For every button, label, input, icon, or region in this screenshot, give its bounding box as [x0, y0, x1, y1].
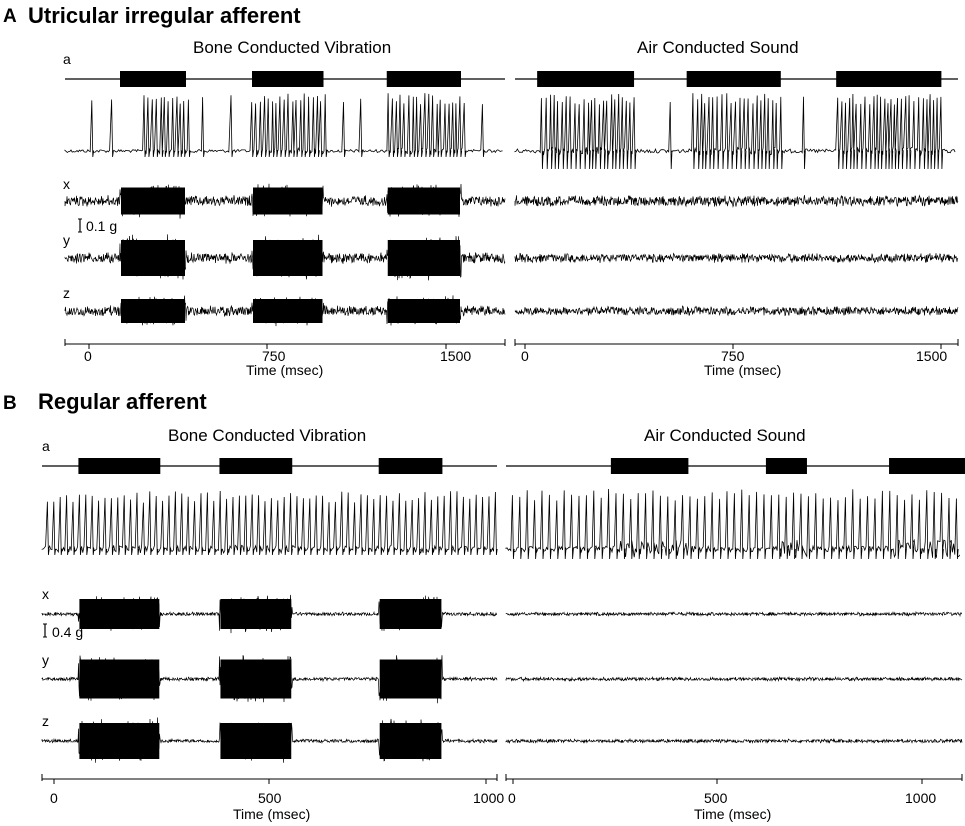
panel-a-left-stimulus-stimulus-bar-3 — [386, 71, 461, 87]
panel-b-right-stimulus-stimulus-bar-1 — [610, 458, 689, 474]
panel-b-row-label-a: a — [42, 438, 50, 454]
panel-b-left-z-trace-burst-2 — [220, 723, 292, 759]
panel-b-right-xlabel: Time (msec) — [694, 806, 772, 822]
panel-b-left-x-trace-burst-2 — [220, 599, 292, 629]
panel-a-left-stimulus-stimulus-bar-1 — [120, 71, 186, 87]
panel-a-left-z-trace-burst-2 — [253, 299, 323, 323]
panel-b-right-x-trace — [505, 610, 962, 618]
panel-a-title: Utricular irregular afferent — [28, 3, 301, 28]
panel-a-left-x-trace-burst-1 — [121, 187, 185, 215]
panel-b-left-z-trace-burst-3 — [379, 723, 442, 759]
panel-b-right-y-trace — [505, 675, 963, 683]
panel-a-right-tick-0: 0 — [521, 348, 529, 364]
panel-b-left-stimulus-stimulus-bar-3 — [378, 458, 443, 474]
panel-a-left-x-trace-burst-3 — [387, 187, 460, 215]
panel-a-right-y-trace — [514, 252, 959, 264]
panel-b-left-y-trace-burst-3 — [379, 659, 442, 699]
panel-b-right-tick-1000: 1000 — [905, 790, 937, 806]
panel-a-left-stimulus-stimulus-bar-2 — [252, 71, 324, 87]
panel-b-left-tick-1000: 1000 — [473, 790, 505, 806]
panel-b-right-stimulus-stimulus-bar-2 — [765, 458, 807, 474]
panel-b-row-label-y: y — [42, 652, 49, 668]
panel-b-left-stimulus-stimulus-bar-1 — [78, 458, 161, 474]
panel-a-row-label-a: a — [63, 51, 71, 67]
panel-b-letter: B — [3, 393, 17, 414]
panel-a-right-z-trace — [514, 305, 959, 317]
panel-b-left-title: Bone Conducted Vibration — [168, 426, 367, 445]
panel-a-right-x-trace — [514, 194, 959, 208]
panel-a-right-tick-1500: 1500 — [916, 348, 948, 364]
panel-a-right-tick-750: 750 — [721, 348, 745, 364]
panel-b-left-tick-500: 500 — [258, 790, 282, 806]
panel-a-right-stimulus-stimulus-bar-1 — [537, 71, 635, 87]
panel-a-letter: A — [3, 6, 17, 27]
panel-a-left-tick-1500: 1500 — [440, 348, 472, 364]
panel-b-title: Regular afferent — [38, 389, 207, 414]
panel-b-right-stimulus-stimulus-bar-3 — [889, 458, 965, 474]
panel-a-scale-label: 0.1 g — [86, 218, 118, 234]
panel-a-right-title: Air Conducted Sound — [637, 38, 799, 57]
panel-b-left-y-trace-burst-2 — [220, 659, 292, 699]
panel-a-row-label-x: x — [63, 176, 70, 192]
panel-b-row-label-z: z — [42, 713, 49, 729]
panel-a-left-y-trace-burst-1 — [121, 240, 185, 276]
panel-a-left-xlabel: Time (msec) — [246, 362, 324, 378]
panel-b-right-tick-500: 500 — [704, 790, 728, 806]
panel-b-right-tick-0: 0 — [508, 790, 516, 806]
panel-b-left-stimulus-stimulus-bar-2 — [219, 458, 293, 474]
panel-b-left-x-trace-burst-1 — [79, 599, 160, 629]
panel-b-scale-label: 0.4 g — [52, 624, 84, 640]
panel-a-left-tick-750: 750 — [262, 348, 286, 364]
panel-a-left-x-trace-burst-2 — [253, 187, 323, 215]
panel-a-left-title: Bone Conducted Vibration — [193, 38, 392, 57]
panel-b-left-y-trace-burst-1 — [79, 659, 160, 699]
panel-b-left-spike-trace — [41, 490, 498, 556]
panel-a-right-spike-trace — [514, 93, 956, 170]
panel-b-right-spike-trace — [505, 488, 961, 560]
panel-a-left-z-trace-burst-3 — [387, 299, 460, 323]
panel-a-left-tick-0: 0 — [84, 348, 92, 364]
panel-a-left-z-trace-burst-1 — [121, 299, 185, 323]
panel-a-left-spike-trace — [64, 93, 503, 158]
panel-b-left-tick-0: 0 — [50, 790, 58, 806]
panel-a-right-stimulus-stimulus-bar-2 — [686, 71, 781, 87]
panel-b-right-title: Air Conducted Sound — [644, 426, 806, 445]
panel-b-right-z-trace — [505, 737, 963, 745]
panel-a-left-y-trace-burst-2 — [253, 240, 323, 276]
panel-a-row-label-y: y — [63, 232, 70, 248]
panel-b-row-label-x: x — [42, 586, 49, 602]
panel-b-left-x-trace-burst-3 — [379, 599, 442, 629]
panel-a-left-y-trace-burst-3 — [387, 240, 460, 276]
panel-b-left-z-trace-burst-1 — [79, 723, 160, 759]
panel-a-right-stimulus-stimulus-bar-3 — [836, 71, 942, 87]
panel-a-row-label-z: z — [63, 285, 70, 301]
panel-b-left-xlabel: Time (msec) — [233, 806, 311, 822]
panel-a-right-xlabel: Time (msec) — [704, 362, 782, 378]
